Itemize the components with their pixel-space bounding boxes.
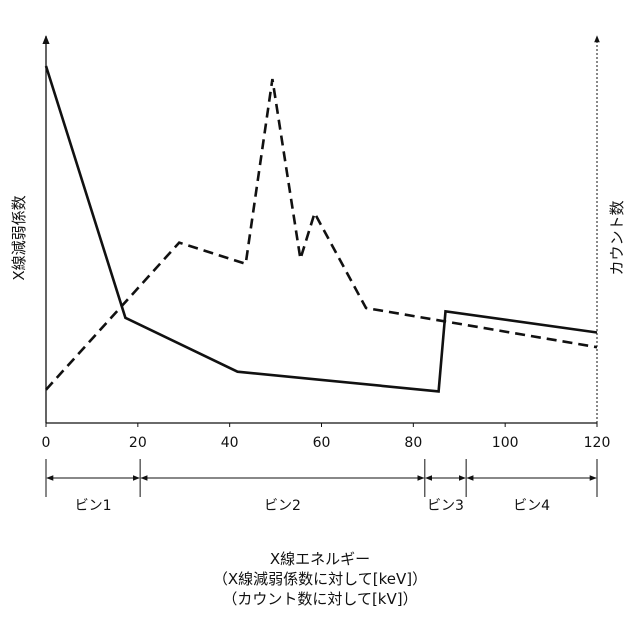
count-series-line <box>46 79 597 390</box>
bin-label: ビン4 <box>513 498 550 514</box>
x-tick-label: 60 <box>313 435 331 451</box>
left-y-axis-label: X線減弱係数 <box>10 195 28 280</box>
x-tick-labels: 0 20 40 60 80 100 120 <box>42 423 611 451</box>
x-tick-label: 120 <box>584 435 611 451</box>
series-layer <box>46 66 597 391</box>
x-tick-label: 40 <box>221 435 239 451</box>
right-y-axis-label: カウント数 <box>608 200 626 275</box>
bin-label: ビン2 <box>264 498 301 514</box>
attenuation-series-line <box>46 66 597 391</box>
x-tick-label: 20 <box>129 435 147 451</box>
bin-label: ビン3 <box>427 498 464 514</box>
x-axis-label-line-3: （カウント数に対して[kV]） <box>222 590 417 608</box>
x-tick-label: 100 <box>492 435 519 451</box>
x-axis-label-line-2: （X線減弱係数に対して[keV]） <box>213 570 427 588</box>
x-tick-label: 80 <box>404 435 422 451</box>
bin-ranges: ビン1 ビン2 ビン3 ビン4 <box>46 459 597 514</box>
x-tick-label: 0 <box>42 435 51 451</box>
x-axis-label-line-1: X線エネルギー <box>270 550 370 568</box>
bin-label: ビン1 <box>75 498 112 514</box>
